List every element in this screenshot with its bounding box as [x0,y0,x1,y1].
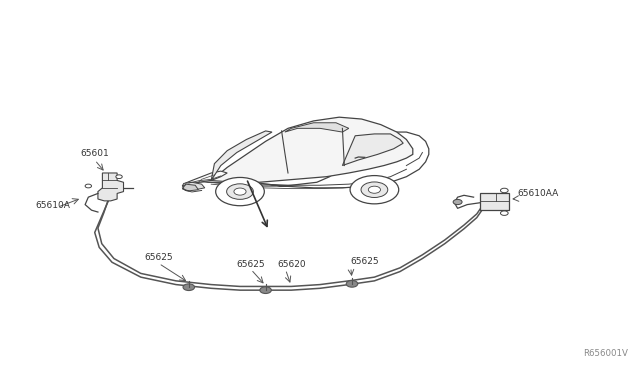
Text: 65625: 65625 [145,253,173,262]
Polygon shape [480,193,509,210]
Text: 65625: 65625 [351,257,380,266]
Circle shape [234,188,246,195]
Text: 65610AA: 65610AA [517,189,558,198]
Text: 65625: 65625 [237,260,265,269]
Polygon shape [98,173,124,201]
Polygon shape [182,184,198,191]
Text: 65610A: 65610A [35,201,70,210]
Circle shape [85,184,92,188]
Circle shape [227,184,253,199]
Polygon shape [182,132,429,188]
Polygon shape [342,134,403,166]
Circle shape [453,199,462,205]
Circle shape [500,188,508,193]
Circle shape [369,186,380,193]
Circle shape [183,284,195,291]
Polygon shape [182,171,227,186]
Circle shape [361,182,388,198]
Circle shape [260,287,271,294]
Circle shape [346,280,358,287]
Circle shape [500,211,508,215]
Text: 65601: 65601 [81,149,109,158]
Text: 65620: 65620 [278,260,307,269]
Circle shape [116,175,122,179]
Circle shape [350,176,399,204]
Polygon shape [198,117,413,182]
Text: R656001V: R656001V [584,349,628,358]
Polygon shape [285,123,349,132]
Circle shape [216,177,264,206]
Polygon shape [211,131,272,180]
Polygon shape [182,182,205,190]
